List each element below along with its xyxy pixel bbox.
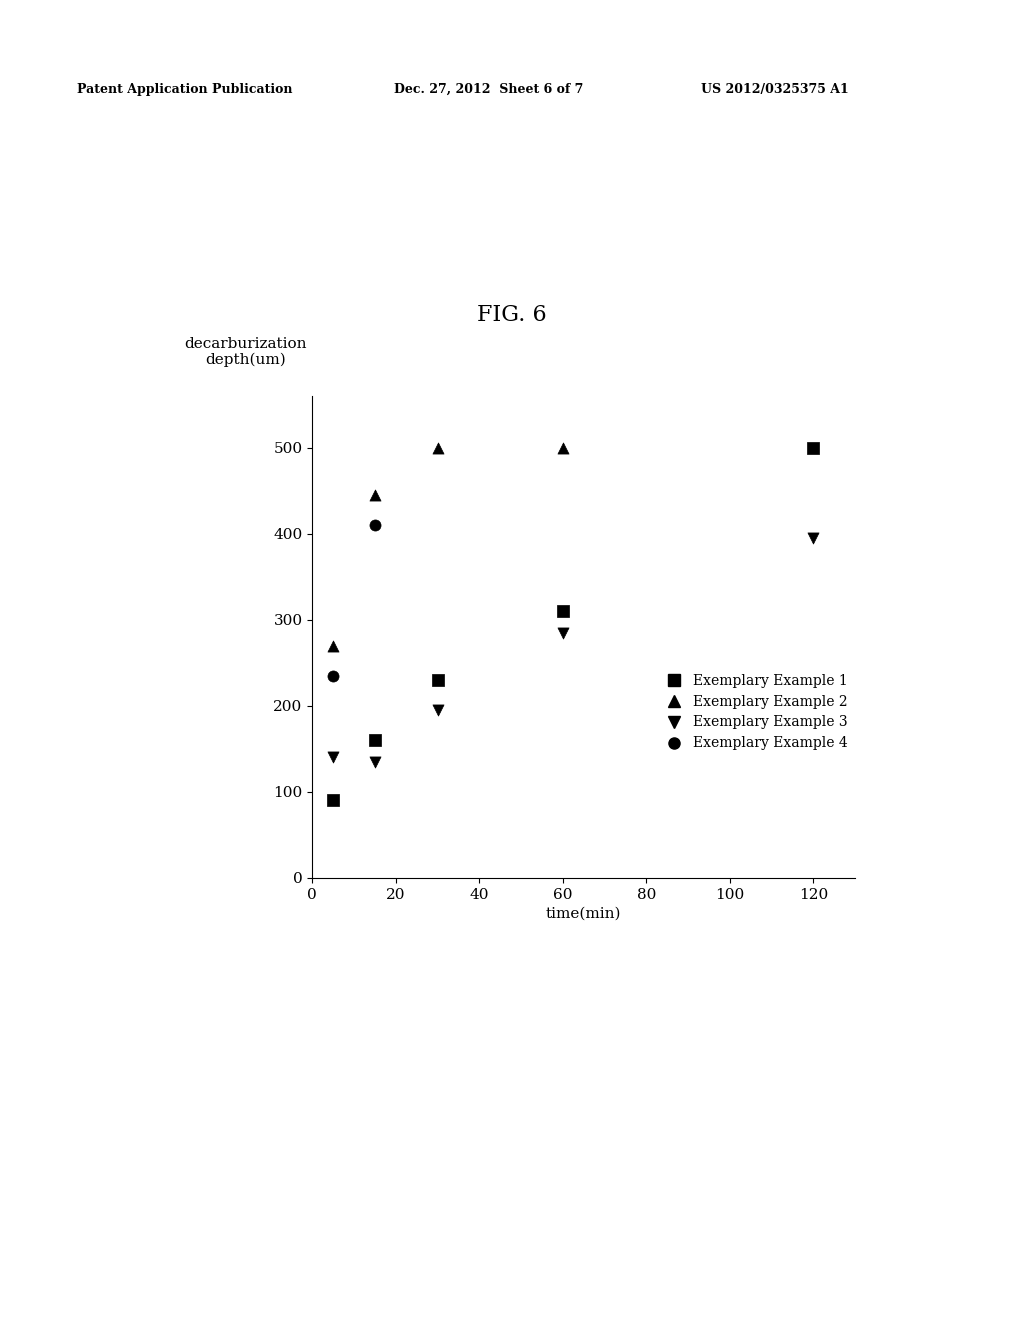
- Point: [325, 635, 341, 656]
- Point: [429, 669, 445, 690]
- Point: [325, 665, 341, 686]
- Text: FIG. 6: FIG. 6: [477, 304, 547, 326]
- X-axis label: time(min): time(min): [546, 907, 622, 921]
- Legend: Exemplary Example 1, Exemplary Example 2, Exemplary Example 3, Exemplary Example: Exemplary Example 1, Exemplary Example 2…: [660, 673, 848, 750]
- Point: [555, 601, 571, 622]
- Point: [429, 700, 445, 721]
- Point: [367, 515, 383, 536]
- Point: [429, 437, 445, 458]
- Text: Patent Application Publication: Patent Application Publication: [77, 83, 292, 96]
- Point: [805, 528, 821, 549]
- Point: [805, 437, 821, 458]
- Text: Dec. 27, 2012  Sheet 6 of 7: Dec. 27, 2012 Sheet 6 of 7: [394, 83, 584, 96]
- Text: decarburization
depth(um): decarburization depth(um): [184, 337, 307, 367]
- Point: [325, 789, 341, 810]
- Point: [367, 484, 383, 506]
- Point: [555, 437, 571, 458]
- Point: [555, 622, 571, 643]
- Point: [325, 747, 341, 768]
- Point: [367, 751, 383, 772]
- Text: US 2012/0325375 A1: US 2012/0325375 A1: [701, 83, 849, 96]
- Point: [367, 730, 383, 751]
